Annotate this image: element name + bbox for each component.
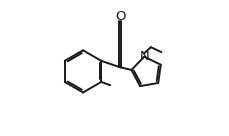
- Text: O: O: [114, 10, 125, 24]
- Text: N: N: [139, 50, 148, 63]
